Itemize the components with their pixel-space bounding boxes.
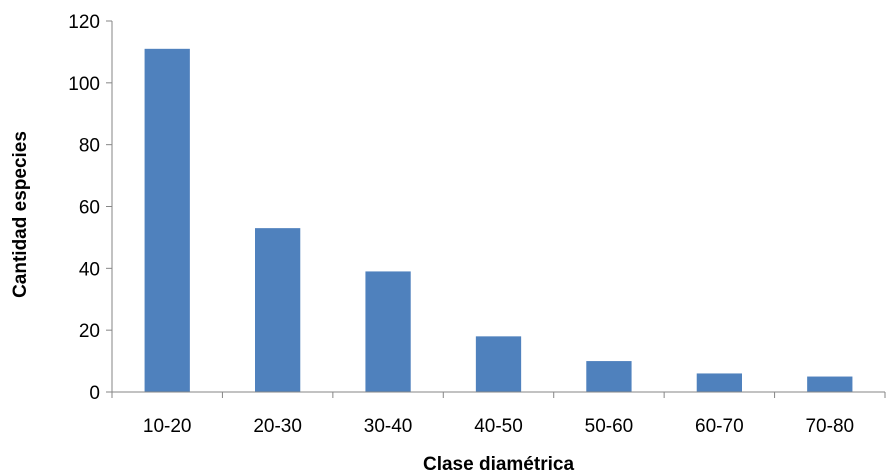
bar-10-20 (144, 48, 190, 392)
bar-50-60 (586, 361, 632, 392)
x-tick-label-70-80: 70-80 (805, 416, 854, 437)
bar-30-40 (365, 271, 411, 392)
x-tick-label-50-60: 50-60 (585, 416, 634, 437)
y-tick-label-0: 0 (89, 383, 100, 404)
y-tick-label-80: 80 (79, 136, 100, 157)
axes-layer (106, 20, 886, 398)
x-tick-label-30-40: 30-40 (364, 416, 413, 437)
bar-70-80 (807, 376, 853, 392)
y-tick-label-100: 100 (68, 74, 100, 95)
y-tick-label-60: 60 (79, 198, 100, 219)
x-tick-label-10-20: 10-20 (143, 416, 192, 437)
y-tick-label-20: 20 (79, 321, 100, 342)
x-tick-label-60-70: 60-70 (695, 416, 744, 437)
y-tick-label-120: 120 (68, 12, 100, 33)
labels-layer: 0 20 40 60 80 100 120 10-20 20-30 30-40 40-50 50-60… (68, 12, 854, 437)
bars-layer (144, 48, 853, 392)
bar-40-50 (475, 336, 522, 392)
y-tick-label-40: 40 (79, 259, 100, 280)
bar-60-70 (696, 373, 742, 392)
x-tick-label-40-50: 40-50 (474, 416, 523, 437)
y-axis-title: Cantidad especies (10, 131, 31, 298)
x-tick-label-20-30: 20-30 (253, 416, 302, 437)
bar-20-30 (255, 228, 301, 392)
x-axis-title: Clase diamétrica (423, 454, 574, 475)
